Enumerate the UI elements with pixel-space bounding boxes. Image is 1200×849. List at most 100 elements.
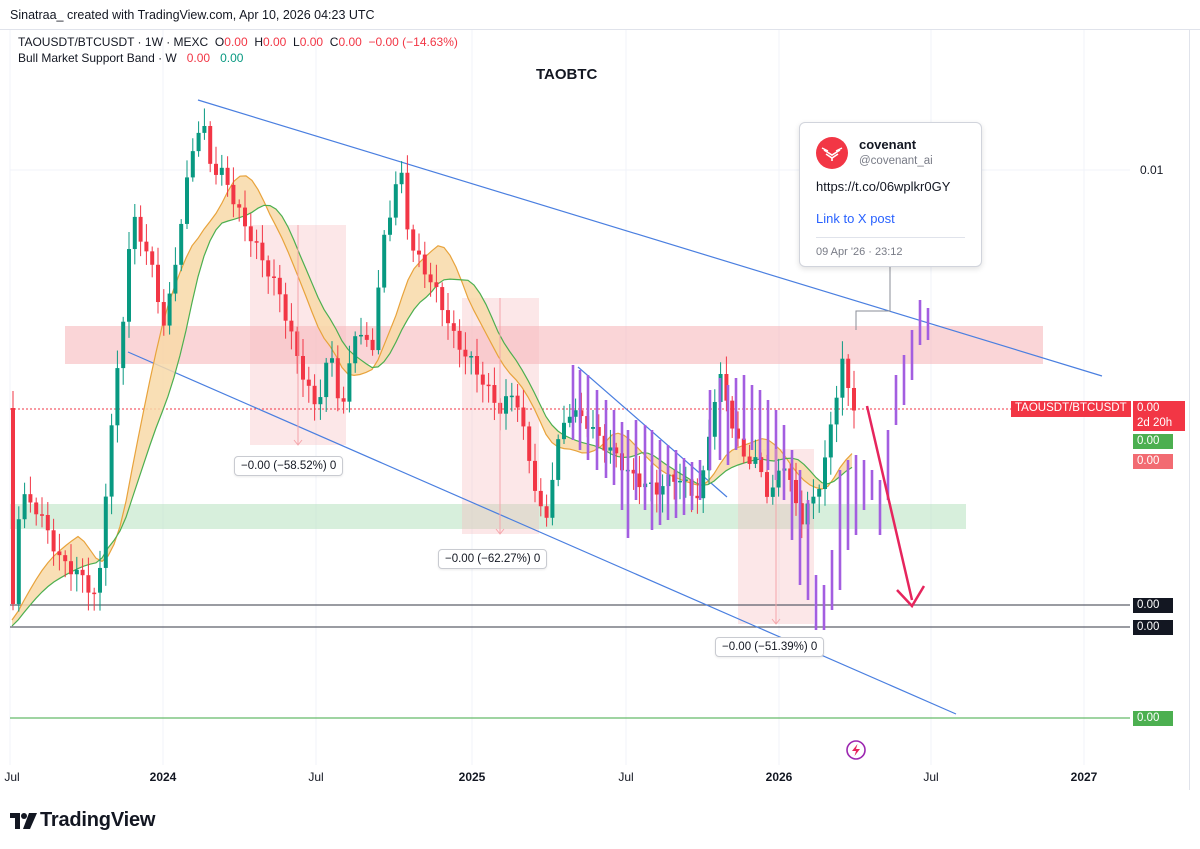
candle-body [370,339,375,351]
candle-body [243,207,247,227]
candle-body [521,407,526,427]
candle-body [127,249,131,322]
legend-change: −0.00 (−14.63%) [368,35,458,49]
top-bar: Sinatraa_ created with TradingView.com, … [0,0,1200,30]
candle-body [817,489,822,497]
candle-body [538,490,543,507]
candle-body [527,426,532,461]
measure-label-1: −0.00 (−58.52%) 0 [234,456,344,476]
measure-arrowhead-1 [495,528,505,535]
candle-body [312,385,317,405]
candle-body [347,363,352,402]
candle-body [34,502,39,515]
candle-body [608,447,613,451]
candle-body [254,241,259,243]
bull-market-band-fast-line [11,175,853,621]
candle-body [231,184,236,205]
legend-c-label: C [329,35,339,49]
candle-body [237,204,242,208]
candle-body [295,331,300,357]
candle-body [480,374,485,385]
tweet-link[interactable]: Link to X post [816,211,895,226]
x-tick-jul-2025: Jul [618,770,634,784]
legend-indicator-value-1: 0.00 [186,51,211,65]
candle-body [364,334,369,340]
candle-body [428,274,433,283]
candle-body [440,287,445,311]
candle-body [591,427,595,429]
x-tick-jul-2024: Jul [308,770,324,784]
down-arrow-head [896,585,926,609]
candle-body [393,184,398,218]
line-green-label: 0.00 [1133,711,1173,726]
candle-body [422,254,427,275]
candle-body [353,336,358,364]
candle-body [463,349,468,357]
candle-body [741,438,746,457]
band-red-label: 0.00 [1133,454,1173,469]
countdown-label: 2d 20h [1133,416,1185,431]
x-tick-2025: 2025 [458,770,486,784]
candle-body [266,260,271,277]
candle-body [451,323,456,331]
candle-body [330,358,334,363]
legend-indicator-value-2: 0.00 [220,51,244,65]
legend-indicator: Bull Market Support Band · W [18,51,177,65]
resistance-zone [65,326,1043,364]
candle-body [51,530,56,552]
candle-body [74,569,79,575]
candle-body [765,472,769,497]
candle-body [492,385,497,403]
tweet-timestamp: 09 Apr '26 · 23:12 [816,246,903,258]
price-chart[interactable] [0,30,1190,790]
candle-body [318,397,323,405]
candle-body [556,439,561,480]
candle-body [509,395,514,398]
tweet-card[interactable]: covenant @covenant_ai https://t.co/06wpl… [799,122,982,267]
candle-body [753,457,758,464]
candle-body [359,334,363,337]
candle-body [225,167,230,185]
candle-body [138,216,143,242]
candle-body [631,469,636,474]
measure-label-2: −0.00 (−62.27%) 0 [438,549,548,569]
tweet-author-handle: @covenant_ai [859,155,933,167]
measure-arrowhead-0 [293,439,303,446]
candle-body [16,519,21,604]
tweet-text[interactable]: https://t.co/06wplkr0GY [816,179,951,194]
candle-body [103,496,108,568]
candle-body [214,163,218,175]
candle-body [562,422,566,440]
candle-body [660,486,665,495]
candle-body [219,167,224,175]
candle-body [811,496,816,504]
x-tick-jul-2023: Jul [4,770,20,784]
candle-body [190,151,195,178]
grid-lines [9,30,1130,765]
candle-body [515,395,520,408]
candle-body [260,242,265,261]
candle-body [40,514,44,516]
candle-body [173,264,178,294]
candle-body [63,555,68,562]
candle-body [469,356,474,358]
candle-body [486,384,491,387]
candle-body [341,398,346,402]
candle-body [324,362,329,398]
candle-body [637,473,642,488]
candle-body [550,479,555,518]
chart-frame[interactable] [10,30,1190,790]
candle-body [573,410,578,417]
line1-label: 0.00 [1133,598,1173,613]
x-tick-jul-2026: Jul [923,770,939,784]
candle-body [179,223,184,265]
candle-body [272,276,276,278]
candle-body [92,592,97,595]
candle-body [828,424,833,458]
candle-body [306,379,311,386]
tradingview-logo-icon [10,813,37,829]
candle-body [248,226,253,242]
candle-body [382,234,387,288]
candle-body [405,172,410,230]
candle-body [411,229,416,251]
